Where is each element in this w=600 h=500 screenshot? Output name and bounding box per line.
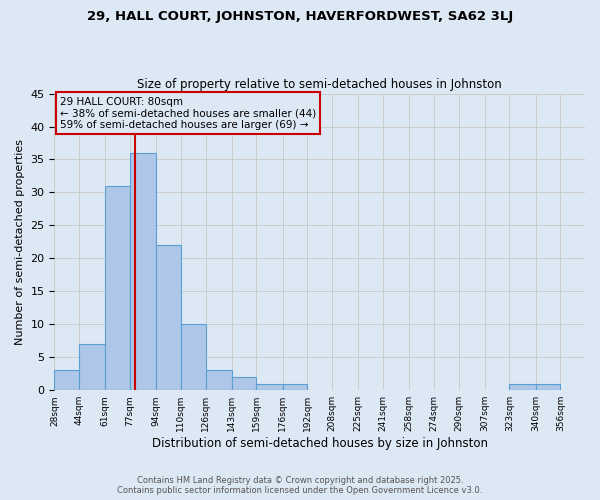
Y-axis label: Number of semi-detached properties: Number of semi-detached properties <box>15 139 25 345</box>
Bar <box>206 370 232 390</box>
Bar <box>106 186 130 390</box>
Bar <box>256 384 283 390</box>
Bar <box>181 324 206 390</box>
Text: Contains HM Land Registry data © Crown copyright and database right 2025.
Contai: Contains HM Land Registry data © Crown c… <box>118 476 482 495</box>
Bar <box>232 377 256 390</box>
Bar <box>79 344 106 390</box>
Bar <box>536 384 560 390</box>
Bar <box>156 245 181 390</box>
Title: Size of property relative to semi-detached houses in Johnston: Size of property relative to semi-detach… <box>137 78 502 91</box>
Bar <box>55 370 79 390</box>
Bar <box>130 153 156 390</box>
X-axis label: Distribution of semi-detached houses by size in Johnston: Distribution of semi-detached houses by … <box>152 437 488 450</box>
Text: 29 HALL COURT: 80sqm
← 38% of semi-detached houses are smaller (44)
59% of semi-: 29 HALL COURT: 80sqm ← 38% of semi-detac… <box>60 96 316 130</box>
Text: 29, HALL COURT, JOHNSTON, HAVERFORDWEST, SA62 3LJ: 29, HALL COURT, JOHNSTON, HAVERFORDWEST,… <box>87 10 513 23</box>
Bar <box>509 384 536 390</box>
Bar <box>283 384 307 390</box>
